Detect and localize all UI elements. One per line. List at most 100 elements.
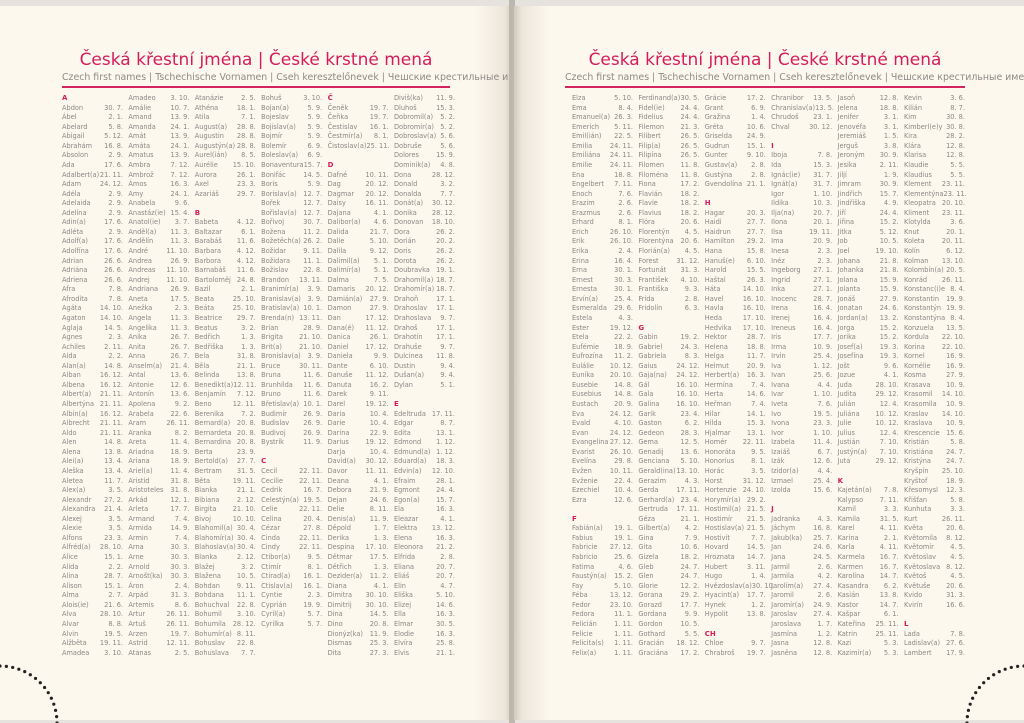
name-day-date: 5. 3. bbox=[883, 648, 899, 657]
name-day-date: 2. 1. bbox=[883, 533, 899, 542]
name-day-date: 12. 8. bbox=[946, 141, 965, 150]
name-day-date: 7. 5. bbox=[373, 275, 389, 284]
first-name: Aida bbox=[62, 352, 77, 361]
name-entry: Andreas 11. 10. bbox=[128, 266, 193, 276]
first-name: Gerda bbox=[638, 486, 659, 495]
first-name: Edmund(a) bbox=[393, 447, 431, 456]
first-name: Děpold bbox=[327, 524, 351, 533]
first-name: Abdon bbox=[62, 103, 84, 112]
name-day-date: 2. 7. bbox=[108, 591, 123, 600]
first-name: Kasandra bbox=[837, 581, 869, 590]
first-name: Dalimír(a) bbox=[327, 266, 361, 275]
name-entry: Gaston 6. 2. bbox=[638, 419, 703, 429]
name-day-date: 30. 3. bbox=[170, 543, 190, 552]
first-name: Antonie bbox=[128, 380, 154, 389]
name-entry: Glorie 12. 2. bbox=[638, 582, 703, 592]
name-entry: Gréta 10. 6. bbox=[705, 123, 770, 133]
name-entry: Hostislav(a) 21. 5. bbox=[705, 524, 770, 534]
name-entry: Karmela 16. 7. bbox=[838, 553, 903, 563]
first-name: Beáta bbox=[194, 304, 215, 313]
name-day-date: 9. 7. bbox=[440, 313, 455, 322]
name-day-date: 2. 5. bbox=[174, 648, 190, 657]
name-entry: Felicita(s) 1. 11. bbox=[572, 639, 637, 649]
name-entry: Kateřina 25. 11. bbox=[838, 620, 903, 630]
first-name: Ignát(a) bbox=[771, 180, 798, 189]
letter-section: G bbox=[638, 324, 703, 334]
name-day-date: 27. 7. bbox=[746, 218, 766, 227]
name-day-date: 17. 10. bbox=[742, 323, 766, 332]
name-day-date: 22. 10. bbox=[941, 333, 965, 342]
name-entry: Chranislav(a) 13. 5. bbox=[771, 104, 836, 114]
first-name: Gracián bbox=[638, 639, 664, 648]
name-day-date: 28. 7. bbox=[746, 333, 766, 342]
name-entry: Krasomil 14. 10. bbox=[904, 390, 969, 400]
first-name: Erna bbox=[572, 266, 587, 275]
letter-section: CH bbox=[705, 630, 770, 640]
name-entry: Emilia 24. 11. bbox=[572, 142, 637, 152]
first-name: Jasněna bbox=[771, 648, 798, 657]
name-day-date: 27. 8. bbox=[303, 524, 323, 533]
name-entry: Květoslava 8. 12. bbox=[904, 563, 969, 573]
name-day-date: 13. 4. bbox=[104, 457, 123, 466]
name-day-date: 5. 8. bbox=[950, 438, 965, 447]
first-name: Izabela bbox=[771, 438, 795, 447]
first-name: Dalida bbox=[327, 227, 349, 236]
name-entry: Juta 29. 12. bbox=[838, 457, 903, 467]
name-day-date: 1. 12. bbox=[436, 447, 455, 456]
first-name: Edeltruda bbox=[393, 409, 426, 418]
name-day-date: 16. 10. bbox=[676, 400, 700, 408]
name-day-date: 26. 1. bbox=[236, 170, 256, 179]
name-entry: Aneta 17. 5. bbox=[128, 295, 193, 305]
first-name: Joel bbox=[837, 247, 850, 255]
name-entry: Juliána 10. 12. bbox=[838, 410, 903, 420]
name-entry: Bojmír 5. 9. bbox=[261, 132, 326, 142]
name-entry: Arpád 31. 3. bbox=[128, 591, 193, 601]
name-day-date: 4. 11. bbox=[879, 543, 899, 552]
name-day-date: 19. 12. bbox=[365, 438, 389, 447]
name-entry: Gema 12. 5. bbox=[638, 438, 703, 448]
first-name: Hilar bbox=[704, 409, 721, 418]
name-day-date: 11. 10. bbox=[166, 275, 190, 284]
name-day-date: 25. 11. bbox=[875, 629, 899, 638]
first-name: Alfons bbox=[62, 533, 83, 542]
name-entry: Jiří 24. 4. bbox=[838, 209, 903, 219]
name-entry: Ernesta 30. 1. bbox=[572, 285, 637, 295]
name-entry: Emerich 5. 11. bbox=[572, 123, 637, 133]
name-entry: Haidrun 27. 7. bbox=[705, 228, 770, 238]
first-name: Géza bbox=[638, 514, 656, 523]
name-day-date: 4. 6. bbox=[618, 562, 633, 571]
name-day-date: 15. 4. bbox=[170, 208, 190, 217]
name-day-date: 18. 1. bbox=[236, 103, 256, 112]
name-entry: Eva 24. 12. bbox=[572, 410, 637, 420]
name-columns: A Abdon 30. 7. Ábel 2. 1. Abelard 5. 8. Abigail… bbox=[62, 94, 460, 658]
name-entry: Gala 16. 10. bbox=[638, 390, 703, 400]
first-name: Atanázie bbox=[194, 94, 224, 102]
first-name: Kim bbox=[903, 113, 917, 122]
name-entry: Erika 2. 4. bbox=[572, 247, 637, 257]
name-entry: Hyacint(a) 17. 7. bbox=[705, 591, 770, 601]
name-day-date: 20. 9. bbox=[813, 237, 833, 246]
first-name: Cecil bbox=[261, 466, 278, 475]
name-entry: Gaius 24. 12. bbox=[638, 362, 703, 372]
first-name: Fay bbox=[572, 581, 584, 590]
first-name: Deana bbox=[327, 476, 349, 485]
first-name: Ámos bbox=[128, 180, 147, 189]
name-day-date: 16. 9. bbox=[946, 352, 965, 361]
name-entry: Izaiáš 6. 7. bbox=[771, 448, 836, 458]
name-day-date: 4. 1. bbox=[440, 514, 455, 523]
name-entry: Drahomil(a) 18. 7. bbox=[394, 276, 459, 286]
name-day-date: 27. 12. bbox=[609, 438, 633, 447]
name-day-date: 14. 7. bbox=[879, 572, 899, 581]
first-name: Adriena bbox=[62, 275, 88, 284]
name-day-date: 19. 1. bbox=[436, 266, 455, 275]
name-entry: Frida 2. 8. bbox=[638, 295, 703, 305]
name-day-date: 17. 1. bbox=[436, 294, 455, 303]
first-name: Hanuš(e) bbox=[704, 256, 735, 265]
first-name: Andriana bbox=[128, 285, 159, 294]
name-column: A Abdon 30. 7. Ábel 2. 1. Abelard 5. 8. Abigail… bbox=[62, 94, 127, 658]
name-entry: Daniel 17. 12. bbox=[328, 343, 393, 353]
name-entry: Cindy 22. 11. bbox=[261, 543, 326, 553]
name-day-date: 26. 10. bbox=[609, 227, 633, 236]
name-day-date: 3. 6. bbox=[950, 94, 965, 102]
name-entry: Jiřina 15. 2. bbox=[838, 218, 903, 228]
